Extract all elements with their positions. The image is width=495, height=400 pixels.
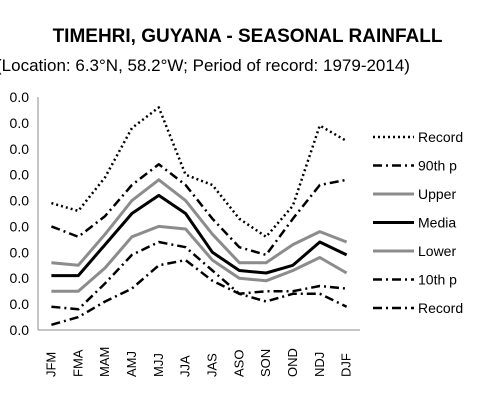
x-tick-label: JAS xyxy=(204,353,219,377)
chart-subtitle: (Location: 6.3°N, 58.2°W; Period of reco… xyxy=(0,56,410,75)
y-tick-label: 0.0 xyxy=(10,141,30,157)
y-tick-label: 0.0 xyxy=(10,115,30,131)
legend-label: Upper xyxy=(418,186,456,202)
x-tick-label: JJA xyxy=(178,355,193,377)
series-lines xyxy=(50,106,348,327)
legend-label: 10th p xyxy=(418,272,457,288)
series-line xyxy=(50,163,347,257)
y-tick-label: 0.0 xyxy=(10,193,30,209)
x-tick-label: FMA xyxy=(70,349,85,377)
y-axis: 0.0 0.0 0.0 0.0 0.0 0.0 0.0 0.0 0.0 0.0 xyxy=(10,89,39,338)
x-tick-label: MAM xyxy=(97,347,112,377)
x-tick-label: NDJ xyxy=(312,352,327,377)
y-tick-label: 0.0 xyxy=(10,89,30,105)
y-tick-label: 0.0 xyxy=(10,167,30,183)
x-tick-label: OND xyxy=(285,348,300,377)
series-line xyxy=(51,224,348,293)
series-line xyxy=(51,193,348,278)
x-axis: JFM FMA MAM AMJ MJJ JJA JAS ASO SON OND NDJ DJF xyxy=(38,329,360,377)
x-tick-label: DJF xyxy=(339,353,354,377)
y-tick-label: 0.0 xyxy=(10,270,30,286)
y-tick-label: 0.0 xyxy=(10,244,30,260)
series-line xyxy=(51,240,347,311)
legend-label: Record xyxy=(418,129,463,145)
y-tick-label: 0.0 xyxy=(10,322,30,338)
x-tick-label: SON xyxy=(258,349,273,377)
legend-label: Media xyxy=(418,215,456,231)
legend-label: Lower xyxy=(418,243,456,259)
legend: Record 90th p Upper Media Lower 10th p Record xyxy=(373,129,463,316)
x-tick-label: JFM xyxy=(43,352,58,377)
series-line xyxy=(51,178,348,267)
x-tick-label: AMJ xyxy=(124,351,139,377)
x-tick-label: ASO xyxy=(231,350,246,377)
chart-title: TIMEHRI, GUYANA - SEASONAL RAINFALL xyxy=(52,26,443,47)
y-tick-label: 0.0 xyxy=(10,218,30,234)
legend-label: Record xyxy=(418,300,463,316)
x-tick-label: MJJ xyxy=(151,353,166,377)
legend-label: 90th p xyxy=(418,158,457,174)
y-tick-label: 0.0 xyxy=(10,296,30,312)
